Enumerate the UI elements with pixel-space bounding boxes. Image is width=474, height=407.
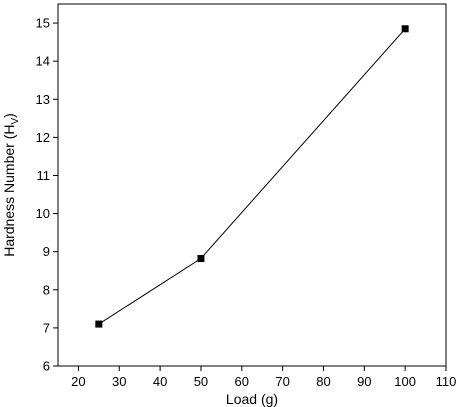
x-axis-title: Load (g): [226, 391, 278, 407]
y-tick-label: 7: [43, 320, 50, 335]
plot-frame: [57, 3, 447, 367]
y-tick-label: 13: [36, 92, 50, 107]
x-tick-label: 90: [357, 374, 371, 389]
data-point: [95, 320, 103, 328]
x-tick-label: 30: [112, 374, 126, 389]
y-axis-title-main: Hardness Number (H: [1, 125, 17, 257]
y-axis-title: Hardness Number (HV): [1, 113, 21, 257]
x-tick-label: 100: [394, 374, 416, 389]
y-axis-title-subscript: V: [10, 118, 21, 125]
y-tick-label: 9: [43, 244, 50, 259]
data-point: [197, 255, 205, 263]
x-tick-label: 50: [194, 374, 208, 389]
x-tick-label: 40: [153, 374, 167, 389]
y-axis: 6 7 8 9 10 11 12 13 14 15: [36, 16, 58, 374]
x-axis: 20 30 40 50 60 70 80 90 100 110: [71, 366, 456, 389]
x-tick-label: 20: [71, 374, 85, 389]
y-tick-label: 15: [36, 16, 50, 31]
y-tick-label: 11: [37, 168, 51, 183]
y-tick-label: 8: [43, 282, 50, 297]
x-tick-label: 110: [436, 374, 457, 389]
y-axis-title-close: ): [1, 113, 17, 118]
data-point: [401, 25, 409, 33]
y-tick-label: 6: [43, 359, 50, 374]
series-layer: [95, 25, 409, 328]
y-tick-label: 10: [36, 206, 50, 221]
y-tick-label: 14: [36, 54, 50, 69]
x-tick-label: 80: [316, 374, 330, 389]
y-tick-label: 12: [36, 130, 50, 145]
series-line: [98, 28, 406, 325]
x-tick-label: 70: [275, 374, 289, 389]
x-tick-label: 60: [235, 374, 249, 389]
